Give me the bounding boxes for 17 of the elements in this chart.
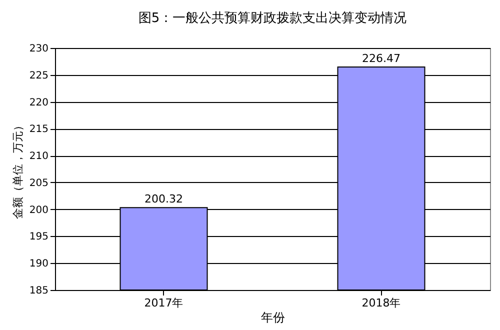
data-label: 226.47 xyxy=(362,52,400,65)
y-tick-label: 230 xyxy=(29,44,48,54)
chart-title: 图5：一般公共预算财政拨款支出决算变动情况 xyxy=(138,11,407,26)
y-tick-label: 200 xyxy=(29,204,48,216)
x-axis-title: 年份 xyxy=(261,310,285,324)
y-tick-label: 210 xyxy=(29,151,48,162)
y-tick-label: 205 xyxy=(29,178,48,189)
x-tick-label: 2017年 xyxy=(144,296,184,310)
y-tick-label: 220 xyxy=(29,97,48,108)
x-tick-label: 2018年 xyxy=(362,296,401,310)
y-axis-title: 金额（单位，万元） xyxy=(11,120,24,219)
y-tick-label: 190 xyxy=(29,258,48,270)
y-tick-label: 195 xyxy=(29,232,48,243)
y-tick-label: 225 xyxy=(29,70,48,82)
y-tick-label: 185 xyxy=(29,286,48,296)
data-label: 200.32 xyxy=(144,192,183,206)
y-tick-label: 215 xyxy=(29,124,48,136)
